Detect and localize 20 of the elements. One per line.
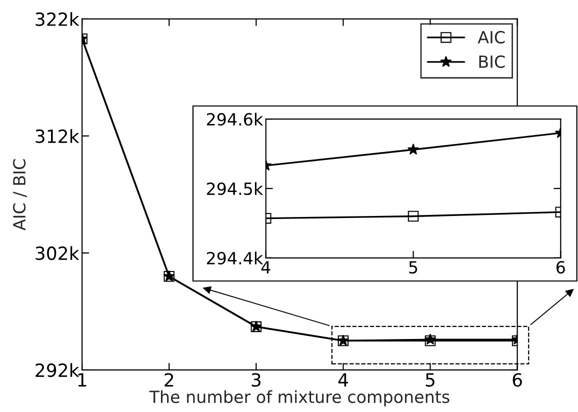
y-tick-label: 294.4k: [206, 252, 264, 264]
x-tick-label: 6: [556, 260, 565, 274]
x-tick-label: 1: [78, 373, 86, 386]
y-axis-title: AIC / BIC: [12, 159, 27, 230]
y-tick-label: 294.6k: [206, 112, 264, 126]
x-tick-label: 6: [512, 373, 522, 387]
x-tick-label: 5: [409, 261, 418, 274]
y-tick-label: 292k: [36, 363, 80, 378]
legend-label: AIC: [478, 30, 505, 44]
legend-label: BIC: [479, 55, 505, 68]
x-tick-label: 2: [164, 373, 174, 386]
x-tick-label: 3: [252, 373, 260, 387]
x-axis-title: The number of mixture components: [149, 390, 450, 406]
x-tick-label: 4: [261, 261, 270, 274]
y-tick-label: 294.5k: [206, 182, 264, 196]
x-tick-label: 4: [338, 373, 348, 386]
y-tick-label: 302k: [36, 246, 80, 260]
y-tick-label: 322k: [36, 12, 80, 26]
y-tick-label: 312k: [36, 129, 80, 144]
x-tick-label: 5: [426, 373, 434, 387]
